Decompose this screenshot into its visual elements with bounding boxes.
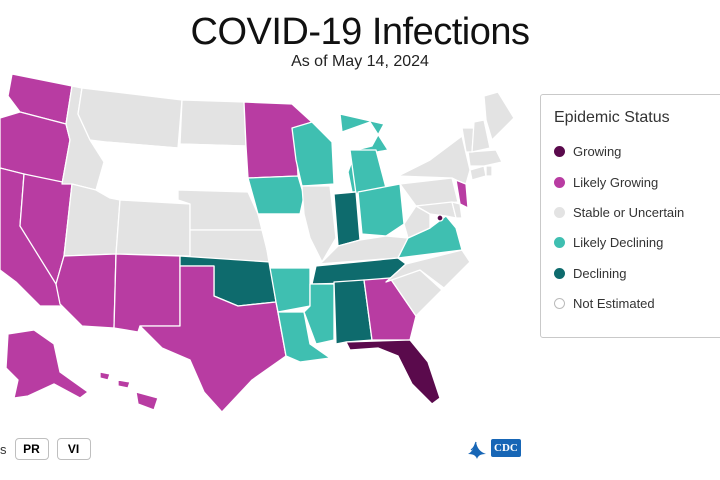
legend-item-not-estimated: Not Estimated (554, 293, 655, 313)
state-DC[interactable] (436, 214, 444, 222)
state-IN[interactable] (333, 191, 361, 247)
state-DE[interactable] (451, 201, 463, 219)
territory-vi-button[interactable]: VI (56, 438, 91, 460)
territories-bar: s PR VI (0, 438, 91, 460)
state-WI[interactable] (291, 121, 335, 187)
state-IA[interactable] (247, 175, 305, 215)
state-RI[interactable] (485, 165, 493, 177)
state-MA[interactable] (467, 149, 503, 167)
state-ME[interactable] (483, 91, 515, 141)
legend-swatch (554, 145, 565, 157)
state-NH[interactable] (471, 119, 491, 153)
state-ND[interactable] (179, 99, 247, 147)
state-CO[interactable] (115, 199, 191, 257)
legend-title: Epidemic Status (554, 109, 670, 126)
legend-item-growing: Growing (554, 141, 621, 161)
state-WV[interactable] (403, 205, 431, 239)
legend-swatch (554, 176, 565, 188)
legend-swatch (554, 236, 565, 248)
state-MD[interactable] (415, 201, 457, 219)
legend-label: Growing (573, 143, 622, 159)
state-AR[interactable] (269, 267, 311, 313)
legend-swatch (554, 267, 565, 279)
territory-pr-button[interactable]: PR (14, 438, 49, 460)
state-MT[interactable] (77, 87, 183, 149)
legend-item-likely-growing: Likely Growing (554, 172, 658, 192)
state-SD[interactable] (177, 143, 249, 193)
cdc-logo-text: CDC (491, 439, 521, 457)
state-CT[interactable] (469, 165, 487, 181)
state-PA[interactable] (399, 177, 459, 207)
state-GA[interactable] (363, 277, 417, 341)
state-NC[interactable] (385, 249, 471, 289)
state-HI-2[interactable] (117, 379, 131, 389)
legend-swatch (554, 297, 565, 309)
state-NE[interactable] (177, 189, 263, 231)
legend-label: Likely Growing (573, 174, 659, 190)
legend-label: Not Estimated (573, 295, 655, 311)
state-NM[interactable] (113, 253, 181, 333)
legend: Epidemic Status Growing Likely Growing S… (540, 94, 720, 338)
legend-label: Declining (573, 265, 627, 281)
legend-item-stable: Stable or Uncertain (554, 202, 684, 222)
state-AZ[interactable] (55, 253, 117, 329)
state-TX[interactable] (139, 265, 287, 413)
state-KY[interactable] (317, 235, 409, 265)
territories-label: s (0, 441, 7, 457)
page-subtitle: As of May 14, 2024 (291, 53, 429, 70)
state-FL[interactable] (345, 339, 441, 405)
legend-item-declining: Declining (554, 263, 626, 283)
hhs-eagle-icon (468, 441, 486, 459)
legend-label: Likely Declining (573, 234, 664, 250)
state-HI-3[interactable] (99, 371, 111, 381)
state-WY[interactable] (105, 141, 179, 201)
state-AK[interactable] (5, 329, 89, 399)
cdc-logo: CDC (466, 436, 521, 460)
state-NY[interactable] (397, 135, 471, 185)
legend-label: Stable or Uncertain (573, 204, 685, 220)
state-HI-1[interactable] (135, 391, 159, 411)
page-title: COVID-19 Infections (190, 11, 530, 53)
legend-item-likely-declining: Likely Declining (554, 232, 663, 252)
state-OH[interactable] (357, 183, 405, 237)
legend-swatch (554, 206, 565, 218)
